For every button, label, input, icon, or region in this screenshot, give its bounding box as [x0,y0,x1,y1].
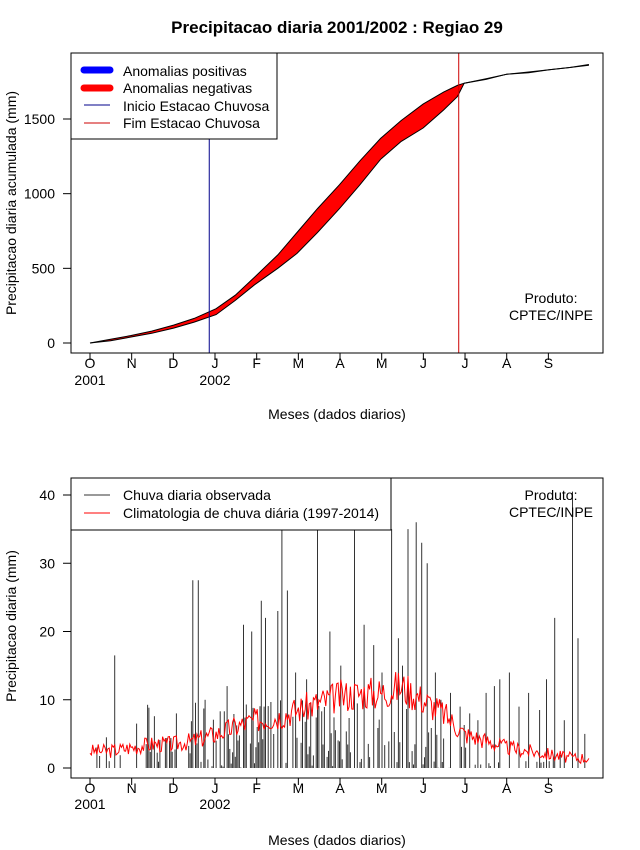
bottom-x-tick-label-1: N [127,780,137,796]
top-y-tick-label-1: 500 [32,260,56,276]
top-x-tick-label-7: M [376,355,388,371]
top-x-tick-label-0: O [85,355,96,371]
top-annotation-line2: CPTEC/INPE [509,307,593,323]
top-year-2001: 2001 [74,372,105,388]
bottom-y-axis-label: Precipitacao diaria (mm) [3,550,19,702]
bottom-x-axis-label: Meses (dados diarios) [268,832,406,848]
bottom-x-tick-label-7: M [376,780,388,796]
bottom-year-2001: 2001 [74,796,105,812]
observed-daily-rain-bars [96,491,586,768]
bottom-x-tick-label-10: A [502,780,512,796]
bottom-plot-area [89,491,590,768]
legend-label-end: Fim Estacao Chuvosa [123,115,260,131]
bottom-y-tick-label-4: 40 [39,487,55,503]
top-plot-frame [70,52,604,354]
top-x-tick-label-11: S [544,355,553,371]
bottom-y-tick-label-1: 10 [39,692,55,708]
bottom-x-tick-label-0: O [85,780,96,796]
top-year-2002: 2002 [199,372,230,388]
bottom-x-tick-label-8: J [420,780,427,796]
legend-label-observed: Chuva diaria observada [123,487,271,503]
top-y-tick-label-2: 1000 [24,186,55,202]
legend-label-negative: Anomalias negativas [123,80,252,96]
top-x-tick-label-1: N [127,355,137,371]
legend-label-onset: Inicio Estacao Chuvosa [123,98,270,114]
bottom-y-tick-label-3: 30 [39,555,55,571]
top-x-tick-label-6: A [335,355,345,371]
daily-climatology-line [89,672,590,765]
top-y-axis-label: Precipitacao diaria acumulada (mm) [3,91,19,315]
top-x-tick-label-10: A [502,355,512,371]
top-x-tick-label-2: D [168,355,178,371]
bottom-y-tick-label-0: 0 [47,760,55,776]
top-x-tick-label-5: M [293,355,305,371]
top-x-tick-label-9: J [462,355,469,371]
top-x-tick-label-8: J [420,355,427,371]
bottom-y-axis: 0 10 20 30 40 [39,487,71,776]
bottom-x-tick-label-6: A [335,780,345,796]
bottom-x-tick-label-4: F [252,780,261,796]
bottom-annotation-line2: CPTEC/INPE [509,504,593,520]
negative-anomaly-area [90,64,589,343]
bottom-x-tick-label-2: D [168,780,178,796]
bottom-y-tick-label-2: 20 [39,624,55,640]
top-y-tick-label-0: 0 [47,335,55,351]
bottom-x-tick-label-9: J [462,780,469,796]
observed-cumulative-line [89,64,589,344]
bottom-x-tick-label-3: J [212,780,219,796]
top-x-tick-label-3: J [212,355,219,371]
top-y-tick-label-3: 1500 [24,111,55,127]
bottom-x-tick-label-11: S [544,780,553,796]
bottom-annotation-line1: Produto: [525,487,578,503]
bottom-x-tick-label-5: M [293,780,305,796]
bottom-year-2002: 2002 [199,796,230,812]
bottom-legend: Chuva diaria observada Climatologia de c… [70,477,392,531]
legend-label-positive: Anomalias positivas [123,63,247,79]
chart-title: Precipitacao diaria 2001/2002 : Regiao 2… [171,18,503,37]
legend-label-climatology: Climatologia de chuva diária (1997-2014) [123,505,379,521]
top-annotation-line1: Produto: [525,290,578,306]
top-x-tick-label-4: F [252,355,261,371]
top-x-axis-label: Meses (dados diarios) [268,406,406,422]
top-y-axis: 0 500 1000 1500 [24,111,71,351]
top-legend: Anomalias positivas Anomalias negativas … [70,52,278,140]
